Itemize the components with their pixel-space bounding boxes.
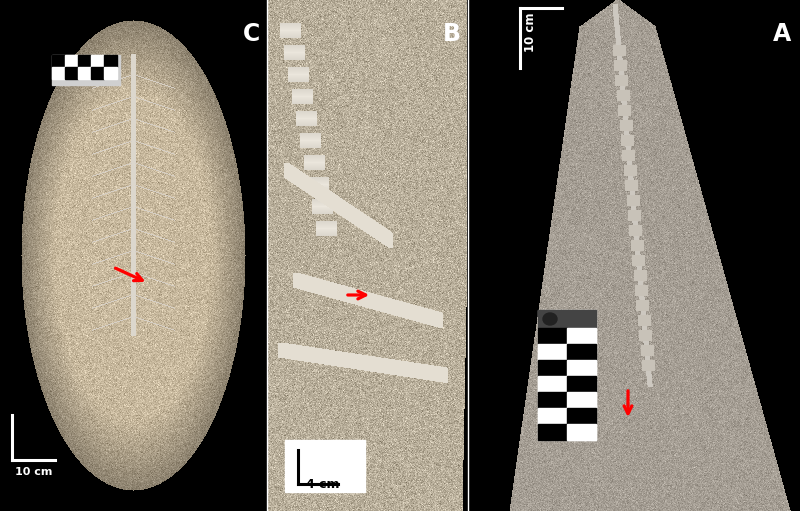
Bar [538,360,567,376]
Bar [538,310,596,328]
Bar [538,424,567,440]
Bar [567,376,596,392]
Bar [567,328,596,344]
Bar [52,55,65,67]
Text: C: C [243,22,260,46]
Bar [538,408,567,424]
Bar [52,55,120,85]
Bar [104,67,117,79]
Bar [538,344,567,360]
Text: 10 cm: 10 cm [524,12,537,52]
Bar [538,310,596,440]
Ellipse shape [543,313,557,325]
Bar [91,55,104,67]
Bar [65,55,78,67]
Bar [567,344,596,360]
Bar [91,67,104,79]
Bar [567,392,596,408]
Bar [65,67,78,79]
Text: 4 cm: 4 cm [306,478,339,491]
Bar [567,424,596,440]
Bar [538,328,567,344]
Bar [538,376,567,392]
Bar [538,392,567,408]
Bar [567,360,596,376]
Bar [78,67,91,79]
Bar [52,67,65,79]
Bar [104,55,117,67]
Text: B: B [443,22,461,46]
Text: 10 cm: 10 cm [15,467,52,477]
Bar [567,408,596,424]
Bar [78,55,91,67]
Bar [285,440,365,492]
Text: A: A [773,22,791,46]
